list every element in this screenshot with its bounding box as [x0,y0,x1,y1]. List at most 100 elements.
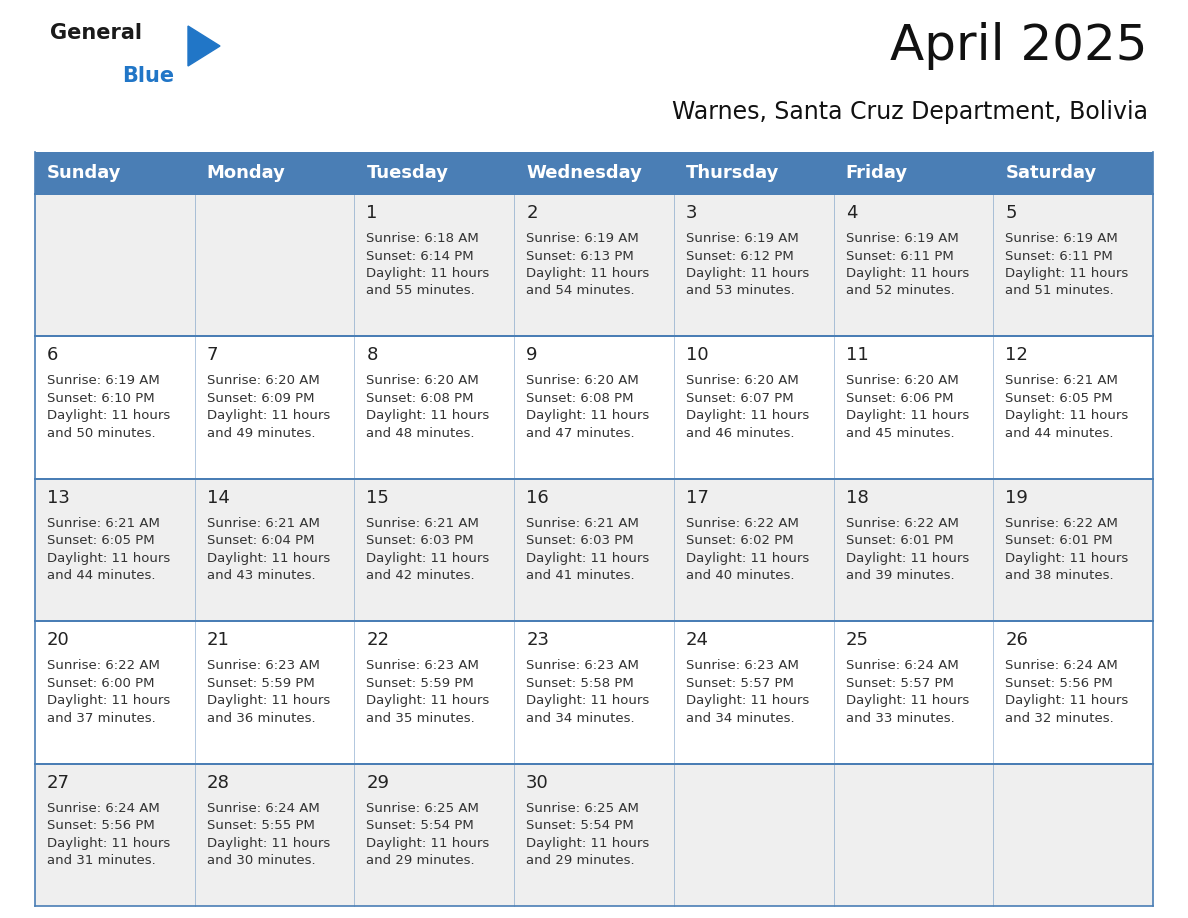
Bar [195,621,354,764]
Bar [834,152,993,194]
Text: Daylight: 11 hours: Daylight: 11 hours [207,552,330,565]
Bar [354,479,514,621]
Text: Sunset: 6:04 PM: Sunset: 6:04 PM [207,534,314,547]
Bar [834,764,993,906]
Text: 7: 7 [207,346,219,364]
Bar [514,194,674,336]
Text: Sunrise: 6:21 AM: Sunrise: 6:21 AM [207,517,320,530]
Text: Sunrise: 6:24 AM: Sunrise: 6:24 AM [207,801,320,814]
Text: 6: 6 [48,346,58,364]
Text: 28: 28 [207,774,229,791]
Text: Daylight: 11 hours: Daylight: 11 hours [207,694,330,707]
Bar [514,764,674,906]
Text: Sunset: 6:10 PM: Sunset: 6:10 PM [48,392,154,405]
Text: Sunset: 5:59 PM: Sunset: 5:59 PM [207,677,315,689]
Bar [195,152,354,194]
Text: Daylight: 11 hours: Daylight: 11 hours [526,552,650,565]
Text: Sunset: 6:06 PM: Sunset: 6:06 PM [846,392,953,405]
Bar [354,621,514,764]
Bar [514,479,674,621]
Text: and 44 minutes.: and 44 minutes. [1005,427,1114,440]
Text: Sunrise: 6:19 AM: Sunrise: 6:19 AM [1005,232,1118,245]
Bar [834,621,993,764]
Bar [674,152,834,194]
Text: Sunset: 6:00 PM: Sunset: 6:00 PM [48,677,154,689]
Text: Sunset: 6:07 PM: Sunset: 6:07 PM [685,392,794,405]
Text: Sunset: 5:56 PM: Sunset: 5:56 PM [1005,677,1113,689]
Text: Sunset: 6:12 PM: Sunset: 6:12 PM [685,250,794,263]
Text: Daylight: 11 hours: Daylight: 11 hours [366,694,489,707]
Text: Sunset: 6:14 PM: Sunset: 6:14 PM [366,250,474,263]
Text: and 34 minutes.: and 34 minutes. [526,711,634,724]
Text: and 46 minutes.: and 46 minutes. [685,427,795,440]
Text: Daylight: 11 hours: Daylight: 11 hours [48,836,170,849]
Text: Daylight: 11 hours: Daylight: 11 hours [1005,552,1129,565]
Text: Sunset: 6:01 PM: Sunset: 6:01 PM [1005,534,1113,547]
Text: Sunrise: 6:22 AM: Sunrise: 6:22 AM [846,517,959,530]
Bar [195,194,354,336]
Text: Sunset: 5:58 PM: Sunset: 5:58 PM [526,677,634,689]
Text: and 52 minutes.: and 52 minutes. [846,285,954,297]
Text: and 53 minutes.: and 53 minutes. [685,285,795,297]
Text: Sunrise: 6:18 AM: Sunrise: 6:18 AM [366,232,479,245]
Text: Sunrise: 6:21 AM: Sunrise: 6:21 AM [48,517,160,530]
Text: and 40 minutes.: and 40 minutes. [685,569,795,582]
Bar [674,764,834,906]
Text: Sunrise: 6:22 AM: Sunrise: 6:22 AM [685,517,798,530]
Text: Sunrise: 6:20 AM: Sunrise: 6:20 AM [846,375,959,387]
Text: Daylight: 11 hours: Daylight: 11 hours [526,694,650,707]
Text: and 51 minutes.: and 51 minutes. [1005,285,1114,297]
Text: 23: 23 [526,632,549,649]
Text: Saturday: Saturday [1005,164,1097,182]
Text: Sunrise: 6:24 AM: Sunrise: 6:24 AM [1005,659,1118,672]
Text: Daylight: 11 hours: Daylight: 11 hours [846,267,969,280]
Text: Sunset: 5:56 PM: Sunset: 5:56 PM [48,819,154,832]
Text: Daylight: 11 hours: Daylight: 11 hours [48,552,170,565]
Text: and 36 minutes.: and 36 minutes. [207,711,315,724]
Bar [34,621,195,764]
Text: Daylight: 11 hours: Daylight: 11 hours [685,409,809,422]
Text: Sunset: 5:57 PM: Sunset: 5:57 PM [846,677,954,689]
Bar [354,336,514,479]
Text: and 29 minutes.: and 29 minutes. [366,854,475,868]
Text: 15: 15 [366,488,390,507]
Text: Sunrise: 6:23 AM: Sunrise: 6:23 AM [207,659,320,672]
Bar [195,764,354,906]
Text: Sunrise: 6:21 AM: Sunrise: 6:21 AM [1005,375,1118,387]
Bar [834,479,993,621]
Bar [514,152,674,194]
Text: and 44 minutes.: and 44 minutes. [48,569,156,582]
Text: Sunday: Sunday [48,164,121,182]
Text: and 54 minutes.: and 54 minutes. [526,285,634,297]
Text: Thursday: Thursday [685,164,779,182]
Text: Wednesday: Wednesday [526,164,642,182]
Text: and 38 minutes.: and 38 minutes. [1005,569,1114,582]
Text: 17: 17 [685,488,709,507]
Text: April 2025: April 2025 [891,22,1148,70]
Text: Daylight: 11 hours: Daylight: 11 hours [1005,409,1129,422]
Bar [674,479,834,621]
Text: 19: 19 [1005,488,1028,507]
Text: Sunrise: 6:23 AM: Sunrise: 6:23 AM [526,659,639,672]
Text: 11: 11 [846,346,868,364]
Text: and 48 minutes.: and 48 minutes. [366,427,475,440]
Text: 10: 10 [685,346,708,364]
Text: 27: 27 [48,774,70,791]
Bar [34,764,195,906]
Text: and 31 minutes.: and 31 minutes. [48,854,156,868]
Text: Friday: Friday [846,164,908,182]
Text: Sunrise: 6:20 AM: Sunrise: 6:20 AM [207,375,320,387]
Text: 26: 26 [1005,632,1028,649]
Text: Daylight: 11 hours: Daylight: 11 hours [526,267,650,280]
Text: Sunrise: 6:20 AM: Sunrise: 6:20 AM [366,375,479,387]
Bar [993,621,1154,764]
Text: and 39 minutes.: and 39 minutes. [846,569,954,582]
Text: Sunset: 6:02 PM: Sunset: 6:02 PM [685,534,794,547]
Text: Sunrise: 6:19 AM: Sunrise: 6:19 AM [48,375,159,387]
Bar [993,764,1154,906]
Text: Sunset: 6:08 PM: Sunset: 6:08 PM [526,392,633,405]
Text: Daylight: 11 hours: Daylight: 11 hours [685,267,809,280]
Text: 3: 3 [685,204,697,222]
Text: 29: 29 [366,774,390,791]
Bar [34,152,195,194]
